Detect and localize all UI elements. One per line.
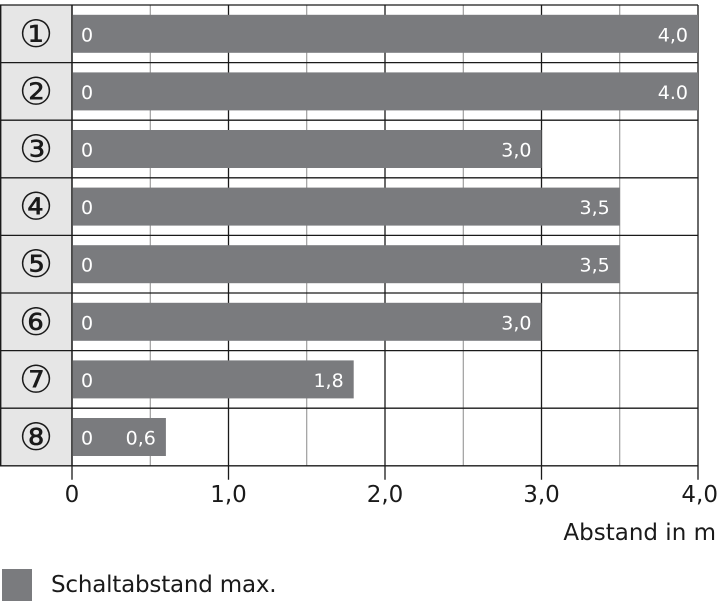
bar-value-label: 4.0 [658, 82, 688, 104]
bar [73, 130, 542, 168]
bar-value-label: 1,8 [313, 370, 343, 392]
category-labels: ① ② ③ ④ ⑤ ⑥ ⑦ ⑧ [19, 12, 53, 459]
bar-start-label: 0 [81, 370, 93, 392]
bar-start-label: 0 [81, 24, 93, 46]
category-label: ② [19, 69, 53, 113]
category-label: ⑦ [19, 357, 53, 401]
bar-start-label: 0 [81, 255, 93, 277]
category-label: ⑧ [19, 415, 53, 459]
bar-start-label: 0 [81, 82, 93, 104]
category-label: ⑥ [19, 300, 53, 344]
bar-start-label: 0 [81, 140, 93, 162]
bar-value-label: 3,0 [501, 140, 531, 162]
bar [73, 72, 698, 111]
bar-value-label: 3,5 [580, 197, 610, 219]
bar-start-label: 0 [81, 428, 93, 450]
category-label: ① [19, 12, 53, 56]
bar [73, 187, 620, 226]
bar-start-label: 0 [81, 312, 93, 334]
bar [73, 302, 542, 341]
legend: Schaltabstand max. [2, 568, 277, 602]
category-label: ⑤ [19, 242, 53, 286]
x-tick-label: 1,0 [210, 482, 247, 508]
x-axis-label: Abstand in m [563, 520, 716, 546]
bar [73, 418, 166, 456]
x-tick-label: 2,0 [367, 482, 404, 508]
legend-swatch [2, 569, 32, 601]
x-tick-label: 0 [65, 482, 80, 508]
legend-label: Schaltabstand max. [51, 572, 277, 598]
bar-value-label: 3,0 [501, 312, 531, 334]
bar [73, 14, 698, 53]
x-tick-label: 4,0 [681, 482, 718, 508]
category-label: ④ [19, 185, 53, 229]
x-tick-label: 3,0 [523, 482, 560, 508]
category-label: ③ [19, 127, 53, 171]
bar-start-label: 0 [81, 197, 93, 219]
chart: 0 4,0 0 4.0 0 3,0 0 3,5 0 3,5 0 3,0 0 1,8 0 0,6 ① ② ③ ④ ⑤ ⑥ ⑦… [0, 4, 718, 546]
bar-value-label: 4,0 [658, 24, 688, 46]
bar [73, 360, 354, 399]
bar-value-label: 3,5 [580, 255, 610, 277]
chart-bars: 0 4,0 0 4.0 0 3,0 0 3,5 0 3,5 0 3,0 0 1,8 0 0,6 [73, 14, 698, 456]
bar [73, 245, 620, 284]
bar-value-label: 0,6 [126, 428, 156, 450]
x-axis-tick-labels: 0 1,0 2,0 3,0 4,0 [65, 482, 718, 508]
